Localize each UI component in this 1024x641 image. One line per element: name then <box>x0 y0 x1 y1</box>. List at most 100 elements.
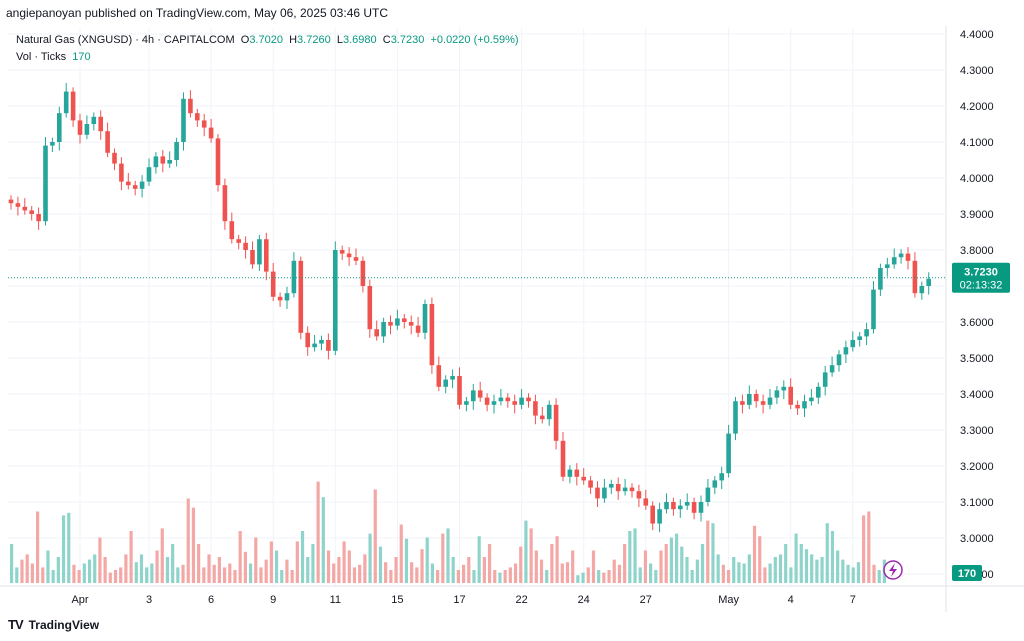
candle-body[interactable] <box>643 498 649 506</box>
candle-body[interactable] <box>195 113 200 121</box>
candle-body[interactable] <box>885 264 890 268</box>
candle-body[interactable] <box>698 502 704 513</box>
candle-body[interactable] <box>871 289 876 330</box>
candle-body[interactable] <box>781 386 787 391</box>
candle-body[interactable] <box>546 404 552 420</box>
candle-body[interactable] <box>63 91 69 114</box>
candle-body[interactable] <box>381 322 386 337</box>
candle-body[interactable] <box>167 160 172 164</box>
candle-body[interactable] <box>312 343 317 348</box>
candle-body[interactable] <box>691 502 697 513</box>
candle-body[interactable] <box>402 318 407 322</box>
candle-body[interactable] <box>671 502 676 510</box>
candle-body[interactable] <box>257 239 262 265</box>
candle-body[interactable] <box>836 354 842 366</box>
candle-body[interactable] <box>126 181 131 186</box>
candle-body[interactable] <box>553 404 559 441</box>
candle-body[interactable] <box>795 404 800 409</box>
legend-symbol[interactable]: Natural Gas (XNGUSD) · 4h · CAPITALCOM <box>16 34 235 46</box>
candle-body[interactable] <box>264 239 269 272</box>
candle-body[interactable] <box>491 401 497 405</box>
candle-body[interactable] <box>201 120 207 128</box>
candle-body[interactable] <box>291 260 297 294</box>
candle-body[interactable] <box>753 394 759 402</box>
candle-body[interactable] <box>719 473 724 481</box>
candle-body[interactable] <box>277 296 283 301</box>
candle-body[interactable] <box>29 210 34 214</box>
candle-body[interactable] <box>602 487 607 499</box>
candle-body[interactable] <box>333 250 338 351</box>
candle-body[interactable] <box>471 390 476 402</box>
candle-body[interactable] <box>567 469 573 477</box>
candle-body[interactable] <box>657 509 662 524</box>
candle-body[interactable] <box>733 401 738 434</box>
candle-body[interactable] <box>43 145 48 222</box>
candle-body[interactable] <box>215 138 221 186</box>
candle-body[interactable] <box>650 505 655 524</box>
candle-body[interactable] <box>519 397 524 405</box>
candle-body[interactable] <box>112 152 117 164</box>
candle-body[interactable] <box>912 260 918 294</box>
candle-body[interactable] <box>319 340 324 344</box>
candle-body[interactable] <box>222 185 228 222</box>
candle-body[interactable] <box>132 185 138 189</box>
candle-body[interactable] <box>374 329 379 337</box>
candle-body[interactable] <box>891 257 897 265</box>
candle-body[interactable] <box>70 91 76 121</box>
candle-body[interactable] <box>747 394 752 405</box>
candle-body[interactable] <box>250 250 255 265</box>
candle-body[interactable] <box>574 469 580 477</box>
candle-body[interactable] <box>105 131 110 153</box>
candle-body[interactable] <box>629 487 635 492</box>
candle-body[interactable] <box>926 278 931 286</box>
candle-body[interactable] <box>498 397 504 402</box>
candle-body[interactable] <box>864 329 869 337</box>
candle-body[interactable] <box>512 401 517 405</box>
candle-body[interactable] <box>160 156 166 164</box>
last-price-tag[interactable] <box>952 262 1010 293</box>
candle-body[interactable] <box>326 340 331 351</box>
candle-body[interactable] <box>850 340 856 348</box>
candle-body[interactable] <box>8 199 14 204</box>
candle-body[interactable] <box>457 376 462 405</box>
candle-body[interactable] <box>822 372 828 387</box>
candlestick-chart[interactable]: 4.4000 4.3000 4.2000 4.1000 4.0000 3.9000 3.80… <box>0 26 1024 612</box>
candle-body[interactable] <box>98 116 103 132</box>
candle-body[interactable] <box>57 113 62 142</box>
candle-body[interactable] <box>919 286 925 294</box>
footer-brand[interactable]: TV TradingView <box>8 617 99 632</box>
candle-body[interactable] <box>429 304 435 366</box>
candle-body[interactable] <box>802 401 807 409</box>
candle-body[interactable] <box>878 268 883 290</box>
candle-body[interactable] <box>712 480 718 488</box>
candle-body[interactable] <box>705 487 711 502</box>
candle-body[interactable] <box>346 253 352 258</box>
candle-body[interactable] <box>816 386 821 398</box>
candle-body[interactable] <box>395 318 400 326</box>
candle-body[interactable] <box>15 203 21 207</box>
candle-body[interactable] <box>91 116 97 124</box>
legend-volume-label[interactable]: Vol · Ticks <box>16 51 67 63</box>
candle-body[interactable] <box>760 401 766 405</box>
candle-body[interactable] <box>609 484 614 488</box>
candle-body[interactable] <box>809 397 814 402</box>
candle-body[interactable] <box>829 365 835 373</box>
candle-body[interactable] <box>540 415 545 420</box>
candle-body[interactable] <box>408 322 414 326</box>
candle-body[interactable] <box>857 336 862 340</box>
candle-body[interactable] <box>36 214 41 222</box>
candle-body[interactable] <box>243 242 248 250</box>
candle-body[interactable] <box>774 390 780 398</box>
candle-body[interactable] <box>298 260 304 333</box>
candle-body[interactable] <box>284 293 290 301</box>
candle-body[interactable] <box>622 487 628 492</box>
candle-body[interactable] <box>484 397 490 405</box>
candle-body[interactable] <box>505 397 511 402</box>
candle-body[interactable] <box>767 397 773 405</box>
candle-body[interactable] <box>740 401 745 405</box>
candle-body[interactable] <box>415 325 421 333</box>
candle-body[interactable] <box>898 253 904 258</box>
candle-body[interactable] <box>788 386 793 405</box>
candle-body[interactable] <box>229 221 235 240</box>
candle-body[interactable] <box>146 167 152 182</box>
